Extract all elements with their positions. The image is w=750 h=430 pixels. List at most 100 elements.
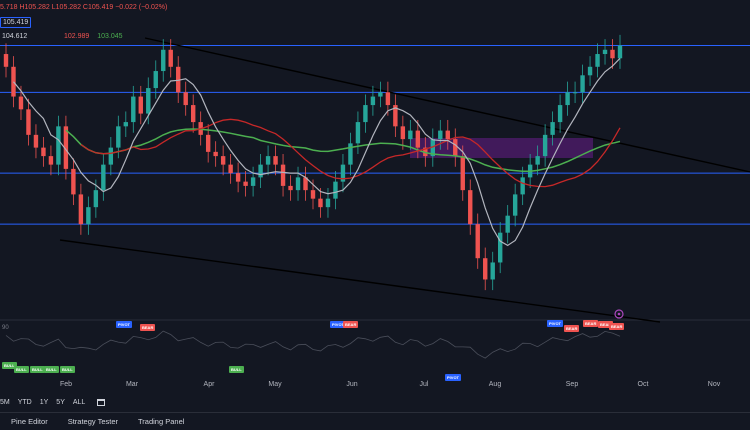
candle-body [101,164,106,191]
signal-label-pivot: PIVOT [330,321,347,328]
candle-body [18,96,24,110]
signal-label-bull: BULL [2,362,17,369]
signal-label-bear: BEAR [583,320,599,327]
ma-value-2: 103.045 [97,33,123,40]
signal-label-bear: BEAR [609,323,625,330]
bottom-panel-tabs: Pine Editor Strategy Tester Trading Pane… [0,412,750,430]
alert-icon-dot [617,312,621,316]
oscillator-line [5,330,621,359]
range-5m-button[interactable]: 5M [0,399,10,406]
candle-body [453,139,458,157]
candle-body [325,198,331,208]
candle-body [378,92,383,97]
x-tick-label: Aug [488,381,502,388]
calendar-icon[interactable] [97,399,106,406]
x-tick-label: Feb [59,381,73,388]
candle-body [587,66,593,76]
candle-body [550,122,555,135]
tab-trading-panel[interactable]: Trading Panel [138,417,185,426]
candle-body [310,190,316,199]
range-ytd-button[interactable]: YTD [17,399,32,406]
candle-body [557,105,563,123]
signal-label-bear: BEAR [564,325,580,332]
fast-moving-average-line [13,57,621,247]
ma-values-row: 102.989 103.045 [64,33,129,40]
candle-body [176,66,181,93]
candle-body [595,54,600,67]
candle-body [348,143,353,165]
candle-body [33,134,39,148]
signal-label-bear: BEAR [343,321,359,328]
last-price-chip: 105.419 [0,17,32,28]
candle-body [475,224,480,259]
tab-pine-editor[interactable]: Pine Editor [11,417,48,426]
x-tick-label: Nov [707,381,721,388]
candle-body [190,105,196,123]
candle-body [63,126,69,169]
candle-body [131,96,136,123]
candle-body [86,207,91,225]
candle-body [490,262,495,280]
signal-label-bull: BULL [30,366,45,373]
range-1y-button[interactable]: 1Y [39,399,49,406]
signal-label-bull: BULL [60,366,75,373]
candle-body [11,66,16,97]
candle-body [116,126,121,148]
range-all-button[interactable]: ALL [72,399,86,406]
ma-value-1: 102.989 [64,33,90,40]
candle-body [400,126,406,140]
candle-body [168,49,173,67]
candle-body [228,164,233,174]
signal-label-bull: BULL [14,366,29,373]
candle-body [138,96,143,114]
oscillator-label: 90 [2,325,9,331]
candle-body [56,126,61,165]
candle-body [161,49,166,72]
candle-body [572,92,578,94]
candle-body [78,194,84,225]
candle-body [153,71,158,89]
x-tick-label: Sep [565,381,579,388]
x-tick-label: Jun [346,381,358,388]
candle-body [183,92,188,106]
candle-body [408,130,413,140]
range-5y-button[interactable]: 5Y [56,399,65,406]
candle-body [460,156,465,191]
candle-body [71,168,76,195]
alert-icon [614,309,624,319]
candle-body [213,151,218,157]
candle-body [535,156,540,165]
candle-body [385,92,391,106]
candle-body [48,156,54,165]
candle-body [468,190,473,225]
candle-body [483,258,488,280]
candle-body [295,177,301,191]
x-tick-label: Jul [419,381,429,388]
candle-body [318,198,323,208]
slow-moving-average-line [65,128,621,173]
candle-body [497,232,503,263]
candle-body [235,173,241,182]
candle-body [505,215,510,233]
secondary-price-chip: 104.612 [0,32,30,41]
candle-body [512,194,518,216]
candle-body [3,54,9,67]
x-tick-label: Apr [203,381,215,388]
signal-label-bear: BEAR [140,324,156,331]
candle-body [520,177,525,195]
candle-body [445,130,450,140]
candle-body [243,181,248,186]
candle-body [123,122,129,127]
signal-label-pivot: PIVOT [547,320,564,327]
candle-body [280,164,286,186]
lower-trendline [59,239,661,323]
candle-body [565,92,570,106]
signal-label-bull: BULL [44,366,59,373]
candle-body [108,147,114,165]
candle-body [340,164,346,182]
x-tick-label: May [268,381,282,388]
candle-body [580,75,585,93]
tab-strategy-tester[interactable]: Strategy Tester [67,417,118,426]
